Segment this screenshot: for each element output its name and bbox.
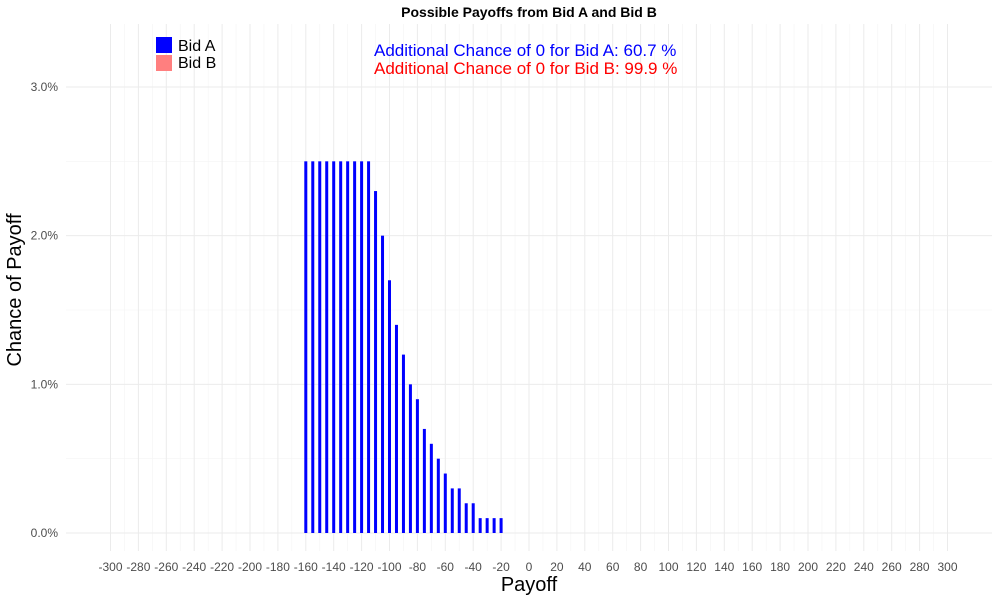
bar-bid-a (422, 428, 426, 533)
x-tick-label: 80 (634, 560, 648, 574)
bar-bid-a (478, 518, 482, 533)
x-tick-label: -40 (465, 560, 483, 574)
legend-label-bid-b: Bid B (178, 55, 216, 72)
x-tick-label: -80 (409, 560, 427, 574)
bar-bid-a (353, 161, 357, 534)
bar-bid-a (415, 399, 419, 533)
x-tick-label: 260 (882, 560, 902, 574)
bar-bid-a (499, 518, 503, 533)
major-gridlines (66, 24, 992, 551)
bars (304, 161, 503, 534)
x-tick-label: -20 (492, 560, 510, 574)
x-tick-label: -160 (294, 560, 318, 574)
x-tick-label: -200 (238, 560, 262, 574)
bar-bid-a (443, 473, 447, 533)
bar-bid-a (492, 518, 496, 533)
y-tick-label: 0.0% (31, 526, 59, 540)
annotation-bid-b-zero-chance: Additional Chance of 0 for Bid B: 99.9 % (374, 59, 677, 78)
bar-bid-a (429, 443, 433, 533)
bar-bid-a (318, 161, 322, 534)
y-tick-label: 3.0% (31, 80, 59, 94)
annotation-bid-a-zero-chance: Additional Chance of 0 for Bid A: 60.7 % (374, 41, 676, 60)
bar-bid-a (436, 458, 440, 533)
x-tick-label: 40 (578, 560, 592, 574)
x-tick-label: 140 (714, 560, 734, 574)
x-tick-label: 240 (854, 560, 874, 574)
x-tick-label: 180 (770, 560, 790, 574)
x-tick-label: 300 (937, 560, 957, 574)
bar-bid-a (457, 488, 461, 533)
legend-swatch-bid-b (156, 55, 172, 71)
x-tick-label: -240 (182, 560, 206, 574)
bar-bid-a (346, 161, 350, 534)
x-tick-label: -100 (377, 560, 401, 574)
x-tick-label: -220 (210, 560, 234, 574)
x-tick-label: -60 (437, 560, 455, 574)
x-tick-label: -140 (322, 560, 346, 574)
bar-bid-a (401, 354, 405, 533)
bar-bid-a (394, 324, 398, 533)
bar-bid-a (360, 161, 364, 534)
x-tick-label: 20 (550, 560, 564, 574)
y-tick-label: 1.0% (31, 377, 59, 391)
x-tick-label: -260 (154, 560, 178, 574)
x-tick-label: -120 (350, 560, 374, 574)
x-tick-label: 220 (826, 560, 846, 574)
bar-bid-a (485, 518, 489, 533)
x-axis-title: Payoff (501, 574, 558, 596)
legend-label-bid-a: Bid A (178, 38, 216, 55)
x-tick-label: -180 (266, 560, 290, 574)
chart-title: Possible Payoffs from Bid A and Bid B (401, 4, 657, 20)
bar-bid-a (311, 161, 315, 534)
x-tick-label: 120 (686, 560, 706, 574)
y-tick-label: 2.0% (31, 229, 59, 243)
bar-bid-a (332, 161, 336, 534)
bar-bid-a (408, 384, 412, 533)
bar-bid-a (464, 503, 468, 533)
bar-bid-a (388, 280, 391, 533)
y-axis-title: Chance of Payoff (4, 213, 26, 367)
x-tick-label: 60 (606, 560, 620, 574)
bar-bid-a (471, 503, 475, 533)
bar-bid-a (304, 161, 308, 534)
bar-bid-a (339, 161, 343, 534)
x-tick-label: 100 (658, 560, 678, 574)
legend: Bid A Bid B (156, 37, 216, 72)
bar-bid-a (374, 191, 378, 534)
bar-bid-a (381, 235, 385, 533)
x-tick-label: 200 (798, 560, 818, 574)
y-tick-labels: 0.0% 1.0% 2.0% 3.0% (31, 80, 59, 540)
bar-bid-a (325, 161, 329, 534)
x-tick-label: -300 (98, 560, 122, 574)
x-tick-label: 0 (526, 560, 533, 574)
bar-bid-a (450, 488, 454, 533)
x-tick-label: 280 (910, 560, 930, 574)
x-tick-labels: -300 -280 -260 -240 -220 -200 -180 -160 -140 -120… (98, 560, 957, 574)
legend-swatch-bid-a (156, 37, 172, 53)
x-tick-label: -280 (126, 560, 150, 574)
x-tick-label: 160 (742, 560, 762, 574)
bar-bid-a (367, 161, 371, 534)
